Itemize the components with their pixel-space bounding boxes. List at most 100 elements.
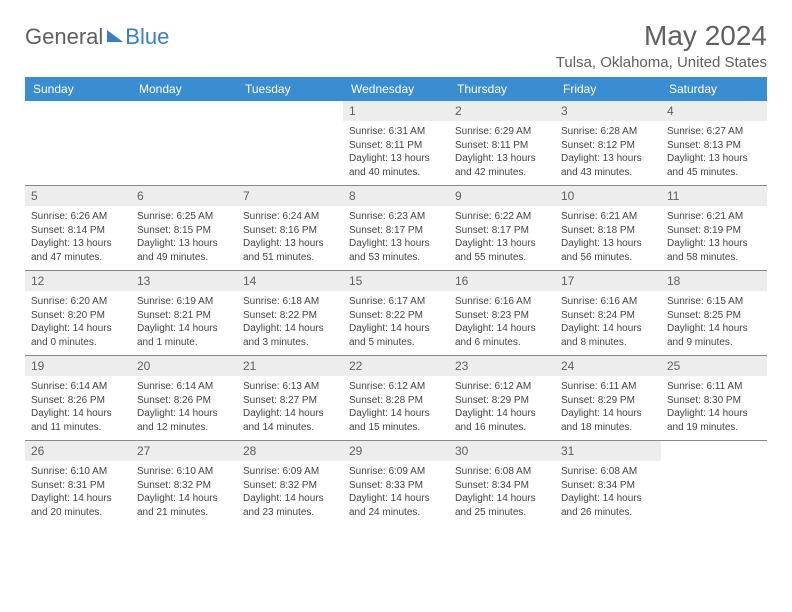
calendar-day-cell: 23Sunrise: 6:12 AMSunset: 8:29 PMDayligh… bbox=[449, 356, 555, 440]
day-number: 18 bbox=[661, 271, 767, 291]
calendar-day-cell: 30Sunrise: 6:08 AMSunset: 8:34 PMDayligh… bbox=[449, 441, 555, 525]
day-number: 12 bbox=[25, 271, 131, 291]
sun-info-line: Sunset: 8:11 PM bbox=[455, 139, 549, 153]
day-number: 24 bbox=[555, 356, 661, 376]
sun-info-line: and 9 minutes. bbox=[667, 336, 761, 350]
sun-info-line: and 23 minutes. bbox=[243, 506, 337, 520]
day-number: 31 bbox=[555, 441, 661, 461]
sun-info-line: and 6 minutes. bbox=[455, 336, 549, 350]
sun-info-line: Daylight: 14 hours bbox=[137, 492, 231, 506]
sun-info-line: Sunset: 8:24 PM bbox=[561, 309, 655, 323]
sun-info-line: Sunrise: 6:20 AM bbox=[31, 295, 125, 309]
sun-info-line: and 1 minute. bbox=[137, 336, 231, 350]
sun-info-line: and 5 minutes. bbox=[349, 336, 443, 350]
calendar-day-cell: 29Sunrise: 6:09 AMSunset: 8:33 PMDayligh… bbox=[343, 441, 449, 525]
day-number: 25 bbox=[661, 356, 767, 376]
day-number: 30 bbox=[449, 441, 555, 461]
day-number: 9 bbox=[449, 186, 555, 206]
sun-info-line: and 47 minutes. bbox=[31, 251, 125, 265]
calendar-day-cell: 10Sunrise: 6:21 AMSunset: 8:18 PMDayligh… bbox=[555, 186, 661, 270]
sun-info-line: and 20 minutes. bbox=[31, 506, 125, 520]
day-number: 1 bbox=[343, 101, 449, 121]
calendar-week-row: 5Sunrise: 6:26 AMSunset: 8:14 PMDaylight… bbox=[25, 186, 767, 271]
sun-info-line: Sunset: 8:20 PM bbox=[31, 309, 125, 323]
sun-info-line: and 15 minutes. bbox=[349, 421, 443, 435]
sun-info-line: Daylight: 13 hours bbox=[349, 152, 443, 166]
weekday-header: Saturday bbox=[661, 77, 767, 101]
logo-triangle-icon bbox=[107, 30, 123, 42]
sun-info-line: Sunset: 8:25 PM bbox=[667, 309, 761, 323]
sun-info-line: and 43 minutes. bbox=[561, 166, 655, 180]
sun-info-line: Sunrise: 6:12 AM bbox=[349, 380, 443, 394]
sun-info-line: Daylight: 14 hours bbox=[31, 322, 125, 336]
day-number: 7 bbox=[237, 186, 343, 206]
sun-info-line: Sunset: 8:28 PM bbox=[349, 394, 443, 408]
sun-info-line: and 12 minutes. bbox=[137, 421, 231, 435]
weekday-header: Tuesday bbox=[237, 77, 343, 101]
sun-info-line: Sunset: 8:27 PM bbox=[243, 394, 337, 408]
day-number: 29 bbox=[343, 441, 449, 461]
sun-info-line: and 16 minutes. bbox=[455, 421, 549, 435]
day-number: 11 bbox=[661, 186, 767, 206]
calendar-day-cell: 2Sunrise: 6:29 AMSunset: 8:11 PMDaylight… bbox=[449, 101, 555, 185]
sun-info-line: Sunset: 8:26 PM bbox=[137, 394, 231, 408]
sun-info-line: Sunset: 8:26 PM bbox=[31, 394, 125, 408]
sun-info-line: Sunset: 8:11 PM bbox=[349, 139, 443, 153]
day-number: 17 bbox=[555, 271, 661, 291]
sun-info-line: Sunrise: 6:15 AM bbox=[667, 295, 761, 309]
sun-info-line: and 53 minutes. bbox=[349, 251, 443, 265]
sun-info-line: Sunset: 8:17 PM bbox=[455, 224, 549, 238]
sun-info-line: Sunrise: 6:21 AM bbox=[561, 210, 655, 224]
day-number: 8 bbox=[343, 186, 449, 206]
calendar-day-cell: 5Sunrise: 6:26 AMSunset: 8:14 PMDaylight… bbox=[25, 186, 131, 270]
sun-info-line: Daylight: 14 hours bbox=[349, 492, 443, 506]
sun-info-line: Sunset: 8:19 PM bbox=[667, 224, 761, 238]
calendar-day-cell: 7Sunrise: 6:24 AMSunset: 8:16 PMDaylight… bbox=[237, 186, 343, 270]
sun-info-line: Sunset: 8:16 PM bbox=[243, 224, 337, 238]
day-number: 21 bbox=[237, 356, 343, 376]
sun-info-line: Sunrise: 6:21 AM bbox=[667, 210, 761, 224]
sun-info-line: Sunrise: 6:10 AM bbox=[137, 465, 231, 479]
location-subtitle: Tulsa, Oklahoma, United States bbox=[556, 54, 767, 71]
day-number: 14 bbox=[237, 271, 343, 291]
calendar-day-cell: 11 Sunrise: 6:21 AMSunset: 8:19 PMDayligh… bbox=[661, 186, 767, 270]
sun-info-line: Daylight: 13 hours bbox=[243, 237, 337, 251]
sun-info-line: Sunset: 8:29 PM bbox=[561, 394, 655, 408]
sun-info-line: Daylight: 13 hours bbox=[667, 237, 761, 251]
logo: General Blue bbox=[25, 24, 169, 50]
sun-info-line: Sunrise: 6:09 AM bbox=[349, 465, 443, 479]
sun-info-line: Sunrise: 6:08 AM bbox=[455, 465, 549, 479]
sun-info-line: Sunrise: 6:27 AM bbox=[667, 125, 761, 139]
sun-info-line: Sunset: 8:12 PM bbox=[561, 139, 655, 153]
sun-info-line: and 49 minutes. bbox=[137, 251, 231, 265]
sun-info-line: Sunrise: 6:12 AM bbox=[455, 380, 549, 394]
calendar-day-cell: 22Sunrise: 6:12 AMSunset: 8:28 PMDayligh… bbox=[343, 356, 449, 440]
page-title: May 2024 bbox=[556, 20, 767, 52]
sun-info-line: Sunset: 8:34 PM bbox=[455, 479, 549, 493]
calendar-day-cell: 9Sunrise: 6:22 AMSunset: 8:17 PMDaylight… bbox=[449, 186, 555, 270]
sun-info-line: and 40 minutes. bbox=[349, 166, 443, 180]
calendar-day-cell: 4Sunrise: 6:27 AMSunset: 8:13 PMDaylight… bbox=[661, 101, 767, 185]
calendar-day-cell: 8Sunrise: 6:23 AMSunset: 8:17 PMDaylight… bbox=[343, 186, 449, 270]
weekday-header: Wednesday bbox=[343, 77, 449, 101]
sun-info-line: Sunrise: 6:09 AM bbox=[243, 465, 337, 479]
sun-info-line: Daylight: 13 hours bbox=[561, 237, 655, 251]
sun-info-line: and 56 minutes. bbox=[561, 251, 655, 265]
calendar-day-cell bbox=[661, 441, 767, 525]
sun-info-line: Daylight: 14 hours bbox=[455, 322, 549, 336]
sun-info-line: Sunset: 8:17 PM bbox=[349, 224, 443, 238]
sun-info-line: Sunrise: 6:08 AM bbox=[561, 465, 655, 479]
sun-info-line: and 42 minutes. bbox=[455, 166, 549, 180]
sun-info-line: Daylight: 13 hours bbox=[455, 237, 549, 251]
sun-info-line: Sunset: 8:21 PM bbox=[137, 309, 231, 323]
calendar: Sunday Monday Tuesday Wednesday Thursday… bbox=[25, 77, 767, 525]
sun-info-line: Sunset: 8:29 PM bbox=[455, 394, 549, 408]
sun-info-line: and 18 minutes. bbox=[561, 421, 655, 435]
day-number: 28 bbox=[237, 441, 343, 461]
sun-info-line: Sunrise: 6:19 AM bbox=[137, 295, 231, 309]
sun-info-line: Sunrise: 6:26 AM bbox=[31, 210, 125, 224]
weekday-header: Thursday bbox=[449, 77, 555, 101]
sun-info-line: Sunrise: 6:25 AM bbox=[137, 210, 231, 224]
sun-info-line: and 19 minutes. bbox=[667, 421, 761, 435]
day-number: 13 bbox=[131, 271, 237, 291]
